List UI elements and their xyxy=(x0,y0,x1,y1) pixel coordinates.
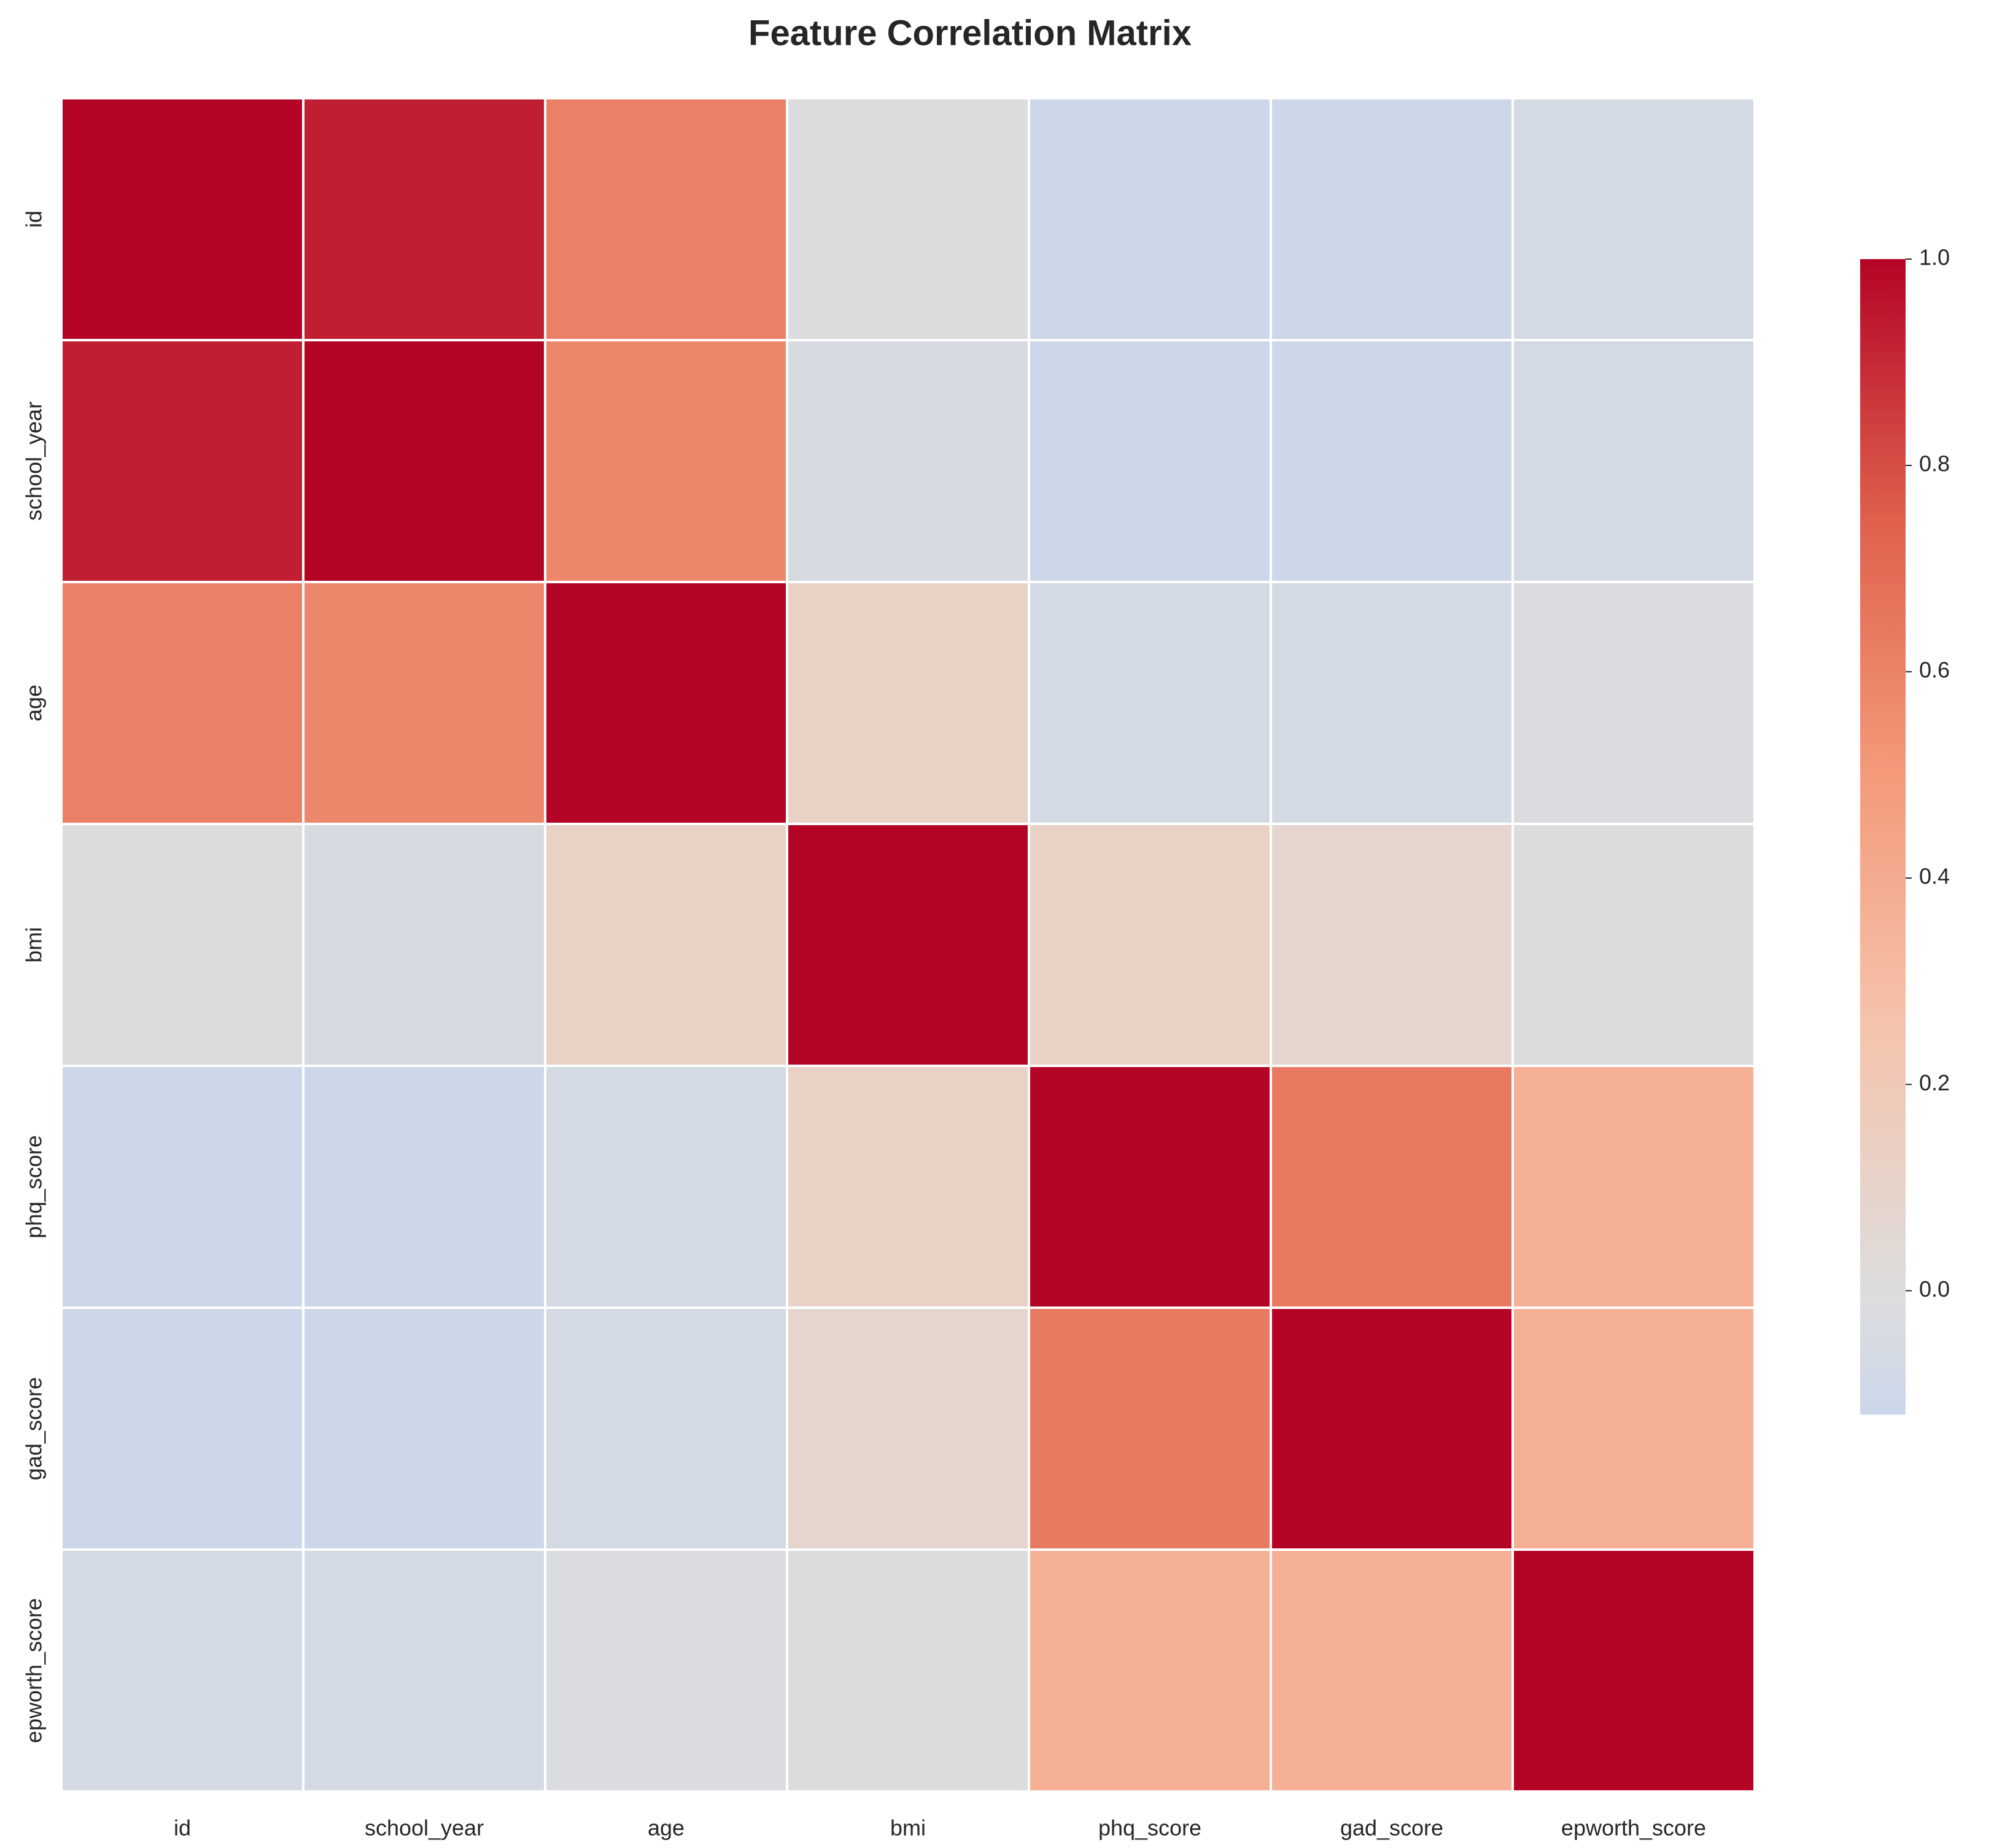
heatmap-cell-epworth_score-school_year xyxy=(302,1548,546,1793)
y-tick-label-epworth_score: epworth_score xyxy=(21,1598,47,1743)
heatmap-cell-epworth_score-gad_score xyxy=(1270,1548,1514,1793)
x-tick-label-school_year: school_year xyxy=(365,1815,484,1841)
heatmap-cell-bmi-age xyxy=(544,823,788,1067)
heatmap-cell-id-epworth_score xyxy=(1511,97,1756,341)
heatmap-cell-age-age xyxy=(544,581,788,825)
heatmap-cell-bmi-bmi xyxy=(786,823,1030,1067)
x-tick-label-epworth_score: epworth_score xyxy=(1561,1815,1706,1841)
heatmap-cells xyxy=(60,97,1756,1793)
heatmap-cell-bmi-gad_score xyxy=(1270,823,1514,1067)
y-tick-label-phq_score: phq_score xyxy=(21,1135,47,1238)
heatmap-cell-gad_score-id xyxy=(60,1306,305,1551)
y-tick-label-age: age xyxy=(21,685,47,721)
heatmap-cell-epworth_score-phq_score xyxy=(1028,1548,1272,1793)
heatmap-cell-id-phq_score xyxy=(1028,97,1272,341)
y-tick-label-gad_score: gad_score xyxy=(21,1377,47,1480)
heatmap-cell-phq_score-phq_score xyxy=(1028,1065,1272,1309)
heatmap-cell-school_year-gad_score xyxy=(1270,339,1514,583)
x-tick-label-phq_score: phq_score xyxy=(1098,1815,1201,1841)
heatmap-cell-id-id xyxy=(60,97,305,341)
x-axis-tick-labels: id school_year age bmi phq_score gad_score epw… xyxy=(174,1815,1706,1841)
heatmap-cell-school_year-school_year xyxy=(302,339,546,583)
x-tick-label-bmi: bmi xyxy=(890,1815,926,1841)
heatmap-cell-epworth_score-bmi xyxy=(786,1548,1030,1793)
heatmap-cell-age-phq_score xyxy=(1028,581,1272,825)
heatmap-cell-school_year-id xyxy=(60,339,305,583)
heatmap-cell-phq_score-bmi xyxy=(786,1065,1030,1309)
colorbar: 0.0 0.2 0.4 0.6 0.8 1.0 xyxy=(1860,245,1950,1415)
heatmap-cell-age-school_year xyxy=(302,581,546,825)
heatmap-cell-age-bmi xyxy=(786,581,1030,825)
colorbar-tick-label: 0.6 xyxy=(1919,658,1950,683)
y-tick-label-bmi: bmi xyxy=(21,927,47,963)
heatmap-cell-school_year-phq_score xyxy=(1028,339,1272,583)
heatmap-cell-phq_score-age xyxy=(544,1065,788,1309)
heatmap-cell-phq_score-id xyxy=(60,1065,305,1309)
x-tick-label-age: age xyxy=(648,1815,685,1841)
chart-title: Feature Correlation Matrix xyxy=(748,13,1192,53)
heatmap-cell-epworth_score-id xyxy=(60,1548,305,1793)
heatmap-cell-gad_score-age xyxy=(544,1306,788,1551)
colorbar-tick-label: 1.0 xyxy=(1919,245,1950,270)
heatmap-cell-bmi-phq_score xyxy=(1028,823,1272,1067)
heatmap-cell-gad_score-bmi xyxy=(786,1306,1030,1551)
heatmap-cell-phq_score-epworth_score xyxy=(1511,1065,1756,1309)
heatmap-cell-age-gad_score xyxy=(1270,581,1514,825)
heatmap-cell-school_year-bmi xyxy=(786,339,1030,583)
heatmap-cell-gad_score-epworth_score xyxy=(1511,1306,1756,1551)
colorbar-gradient xyxy=(1860,259,1906,1415)
y-tick-label-id: id xyxy=(21,211,47,228)
heatmap-cell-bmi-id xyxy=(60,823,305,1067)
heatmap-cell-school_year-epworth_score xyxy=(1511,339,1756,583)
heatmap-cell-phq_score-gad_score xyxy=(1270,1065,1514,1309)
y-tick-label-school_year: school_year xyxy=(21,402,47,521)
heatmap-cell-gad_score-gad_score xyxy=(1270,1306,1514,1551)
heatmap-cell-age-id xyxy=(60,581,305,825)
heatmap-cell-id-gad_score xyxy=(1270,97,1514,341)
colorbar-tick-label: 0.0 xyxy=(1919,1276,1950,1302)
heatmap-cell-bmi-school_year xyxy=(302,823,546,1067)
heatmap-cell-epworth_score-age xyxy=(544,1548,788,1793)
x-tick-label-gad_score: gad_score xyxy=(1340,1815,1443,1841)
heatmap-cell-id-school_year xyxy=(302,97,546,341)
heatmap-cell-phq_score-school_year xyxy=(302,1065,546,1309)
heatmap-cell-bmi-epworth_score xyxy=(1511,823,1756,1067)
heatmap-cell-school_year-age xyxy=(544,339,788,583)
x-tick-label-id: id xyxy=(174,1815,191,1841)
heatmap-cell-epworth_score-epworth_score xyxy=(1511,1548,1756,1793)
heatmap-cell-id-age xyxy=(544,97,788,341)
heatmap-cell-id-bmi xyxy=(786,97,1030,341)
colorbar-tick-label: 0.8 xyxy=(1919,451,1950,476)
colorbar-tick-label: 0.2 xyxy=(1919,1070,1950,1095)
heatmap-cell-gad_score-school_year xyxy=(302,1306,546,1551)
heatmap-cell-gad_score-phq_score xyxy=(1028,1306,1272,1551)
colorbar-tick-label: 0.4 xyxy=(1919,864,1950,889)
heatmap-cell-age-epworth_score xyxy=(1511,581,1756,825)
